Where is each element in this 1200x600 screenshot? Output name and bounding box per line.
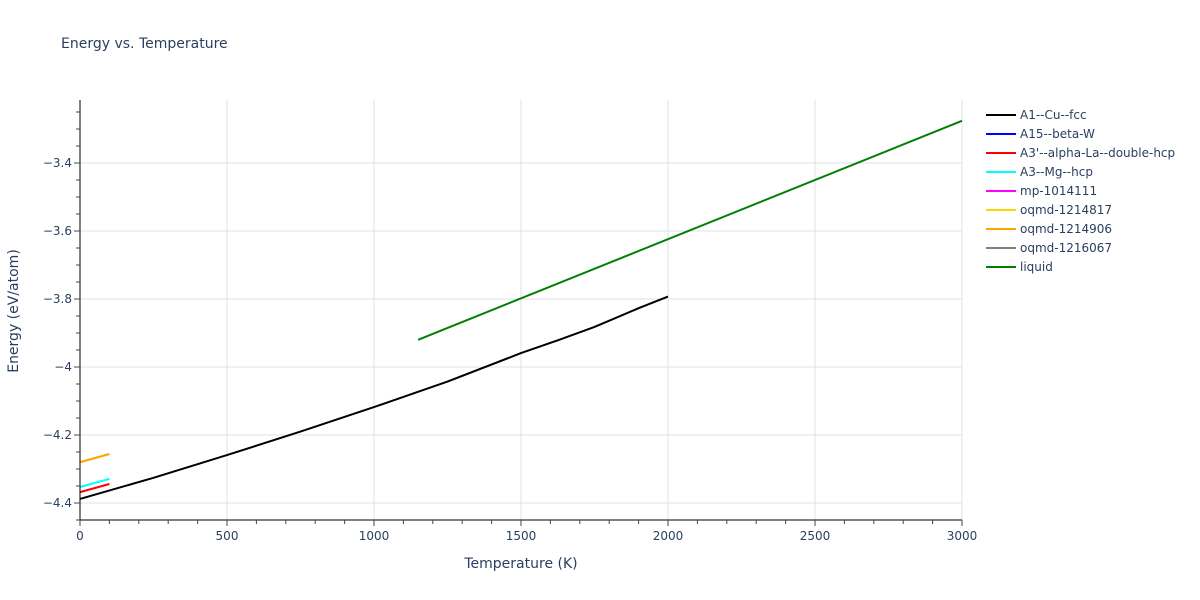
legend-line-icon <box>986 208 1016 211</box>
grid-lines <box>80 100 963 520</box>
y-tick-label: −3.8 <box>43 292 72 306</box>
legend-label: oqmd-1214817 <box>1020 202 1113 217</box>
legend-label: oqmd-1214906 <box>1020 221 1113 236</box>
legend-item[interactable]: liquid <box>986 257 1175 276</box>
legend-item[interactable]: A1--Cu--fcc <box>986 105 1175 124</box>
legend-line-icon <box>986 170 1016 173</box>
legend-line-icon <box>986 265 1016 268</box>
trace-a3-mg-hcp <box>79 477 110 488</box>
y-tick-label: −3.6 <box>43 224 72 238</box>
y-tick-label: −4.2 <box>43 428 72 442</box>
trace-a1-cu-fcc <box>79 295 669 500</box>
legend-item[interactable]: oqmd-1214817 <box>986 200 1175 219</box>
legend-line-icon <box>986 132 1016 135</box>
legend-label: A3--Mg--hcp <box>1020 164 1093 179</box>
y-tick-label: −4 <box>54 360 72 374</box>
legend-line-icon <box>986 189 1016 192</box>
y-axis-title: Energy (eV/atom) <box>6 249 22 373</box>
legend-item[interactable]: oqmd-1216067 <box>986 238 1175 257</box>
legend-item[interactable]: oqmd-1214906 <box>986 219 1175 238</box>
axes: 0 500 1000 1500 2000 2500 3000 −4.4 −4.2 −4 −3.8 −3… <box>43 100 977 543</box>
legend-label: oqmd-1216067 <box>1020 240 1113 255</box>
legend-line-icon <box>986 246 1016 249</box>
x-axis-title: Temperature (K) <box>463 556 577 572</box>
legend-item[interactable]: A3--Mg--hcp <box>986 162 1175 181</box>
legend-line-icon <box>986 227 1016 230</box>
trace-liquid <box>417 119 963 341</box>
data-traces <box>79 119 963 500</box>
x-tick-label: 1000 <box>359 529 390 543</box>
legend-line-icon <box>986 151 1016 154</box>
x-tick-label: 2500 <box>800 529 831 543</box>
legend-label: A1--Cu--fcc <box>1020 107 1087 122</box>
y-tick-label: −4.4 <box>43 496 72 510</box>
x-tick-label: 2000 <box>653 529 684 543</box>
y-tick-label: −3.4 <box>43 156 72 170</box>
legend-line-icon <box>986 113 1016 116</box>
legend-label: mp-1014111 <box>1020 183 1098 198</box>
legend-label: liquid <box>1020 259 1053 274</box>
x-tick-label: 3000 <box>947 529 978 543</box>
legend-label: A3'--alpha-La--double-hcp <box>1020 145 1176 160</box>
trace-a3-alpha-la-double-hcp <box>79 483 110 494</box>
x-tick-label: 500 <box>216 529 239 543</box>
chart-title: Energy vs. Temperature <box>61 36 228 52</box>
x-tick-label: 1500 <box>506 529 537 543</box>
x-tick-label: 0 <box>76 529 84 543</box>
legend-item[interactable]: A3'--alpha-La--double-hcp <box>986 143 1175 162</box>
legend: A1--Cu--fcc A15--beta-W A3'--alpha-La--dou… <box>986 105 1175 276</box>
legend-item[interactable]: A15--beta-W <box>986 124 1175 143</box>
trace-oqmd-1214906 <box>79 453 110 464</box>
legend-item[interactable]: mp-1014111 <box>986 181 1175 200</box>
legend-label: A15--beta-W <box>1020 126 1095 141</box>
